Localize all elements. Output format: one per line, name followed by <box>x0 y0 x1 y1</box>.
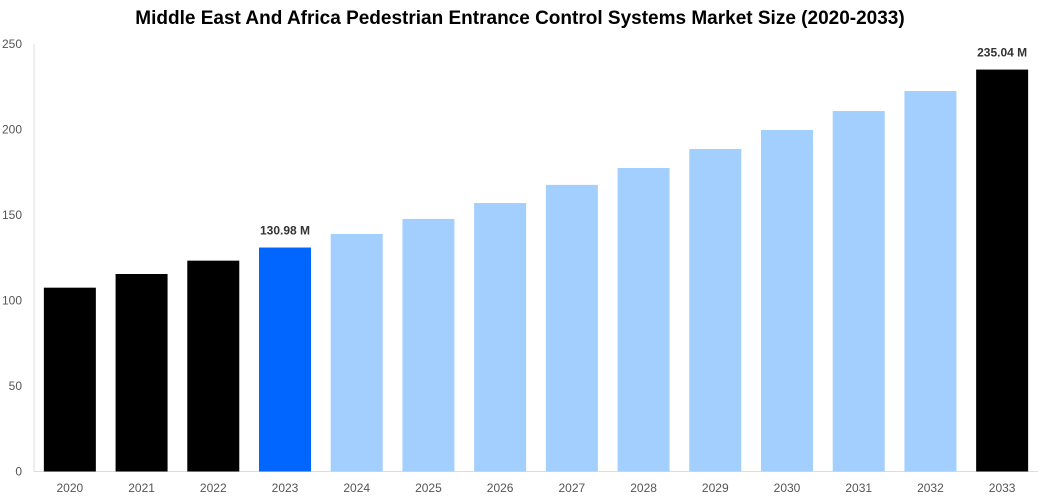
x-tick-label: 2023 <box>272 481 299 495</box>
y-tick-label: 100 <box>2 294 22 308</box>
y-tick-label: 200 <box>2 123 22 137</box>
y-tick-label: 50 <box>9 379 23 393</box>
data-label-2023: 130.98 M <box>260 224 310 238</box>
x-tick-label: 2031 <box>845 481 872 495</box>
x-tick-label: 2032 <box>917 481 944 495</box>
x-tick-label: 2030 <box>774 481 801 495</box>
bar-2020 <box>43 287 96 472</box>
x-tick-label: 2021 <box>128 481 155 495</box>
bar-2026 <box>474 203 527 472</box>
x-tick-label: 2028 <box>630 481 657 495</box>
x-tick-label: 2020 <box>57 481 84 495</box>
bar-2027 <box>545 184 598 472</box>
data-label-2033: 235.04 M <box>977 46 1027 60</box>
x-tick-label: 2027 <box>559 481 586 495</box>
bar-2022 <box>187 260 240 472</box>
x-tick-label: 2024 <box>343 481 370 495</box>
bar-2030 <box>761 130 813 472</box>
x-tick-label: 2029 <box>702 481 729 495</box>
bar-2031 <box>832 111 885 472</box>
bar-2021 <box>115 273 168 472</box>
bar-2024 <box>330 233 383 472</box>
x-tick-label: 2022 <box>200 481 227 495</box>
y-tick-label: 150 <box>2 208 22 222</box>
x-tick-label: 2025 <box>415 481 442 495</box>
bar-2028 <box>617 167 670 472</box>
bar-2033 <box>976 69 1029 472</box>
chart-title: Middle East And Africa Pedestrian Entran… <box>135 8 905 29</box>
y-tick-label: 0 <box>15 465 22 479</box>
bar-2023 <box>259 247 311 472</box>
bar-2032 <box>904 91 957 472</box>
bar-2025 <box>402 218 455 472</box>
x-tick-label: 2026 <box>487 481 514 495</box>
y-tick-label: 250 <box>2 37 22 51</box>
x-tick-label: 2033 <box>989 481 1016 495</box>
bar-2029 <box>689 148 742 472</box>
